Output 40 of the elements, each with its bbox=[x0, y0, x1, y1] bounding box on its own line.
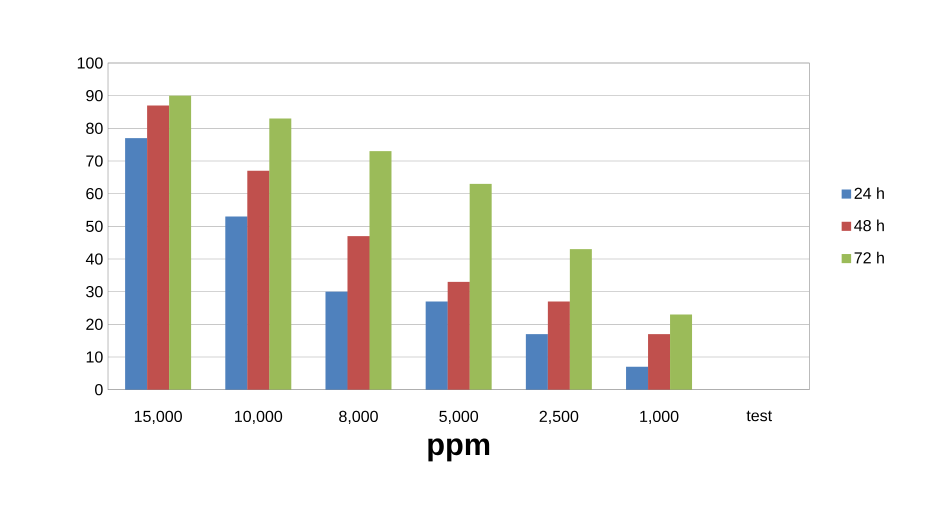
x-tick-label: 2,500 bbox=[540, 410, 578, 424]
bar bbox=[147, 105, 170, 390]
bar bbox=[526, 334, 548, 390]
y-tick-label: 70 bbox=[86, 155, 103, 167]
bar bbox=[548, 301, 570, 390]
y-tick-label: 80 bbox=[86, 122, 103, 134]
y-tick-label: 90 bbox=[86, 90, 103, 102]
x-tick-label: 15,000 bbox=[134, 410, 182, 424]
legend-label: 72 h bbox=[854, 252, 884, 264]
y-tick-label: 40 bbox=[86, 253, 103, 265]
bar bbox=[626, 366, 648, 390]
x-tick-label: 5,000 bbox=[439, 410, 478, 424]
bar bbox=[369, 151, 392, 390]
y-tick-label: 20 bbox=[86, 318, 103, 330]
bar bbox=[169, 96, 192, 390]
x-axis-title: ppm bbox=[428, 438, 490, 462]
y-tick-label: 30 bbox=[86, 286, 103, 298]
bar bbox=[470, 184, 492, 390]
bar bbox=[448, 282, 470, 390]
x-tick-label: 8,000 bbox=[339, 410, 378, 424]
bar bbox=[670, 314, 692, 390]
y-tick-label: 10 bbox=[86, 351, 103, 363]
bar bbox=[225, 216, 248, 390]
bar bbox=[570, 249, 592, 390]
bar bbox=[325, 292, 348, 390]
bar bbox=[648, 334, 670, 390]
legend-label: 48 h bbox=[854, 220, 884, 232]
x-tick-label: 1,000 bbox=[640, 410, 678, 424]
bar bbox=[426, 301, 448, 390]
y-tick-label: 100 bbox=[78, 57, 103, 69]
x-tick-label: test bbox=[746, 410, 772, 422]
bar bbox=[247, 170, 270, 390]
legend-label: 24 h bbox=[854, 187, 884, 199]
y-tick-label: 50 bbox=[86, 220, 103, 232]
bar bbox=[125, 138, 148, 390]
y-tick-label: 60 bbox=[86, 188, 103, 200]
x-tick-label: 10,000 bbox=[235, 410, 282, 424]
bar bbox=[269, 118, 292, 390]
bar bbox=[347, 236, 370, 390]
y-tick-label: 0 bbox=[95, 384, 103, 396]
